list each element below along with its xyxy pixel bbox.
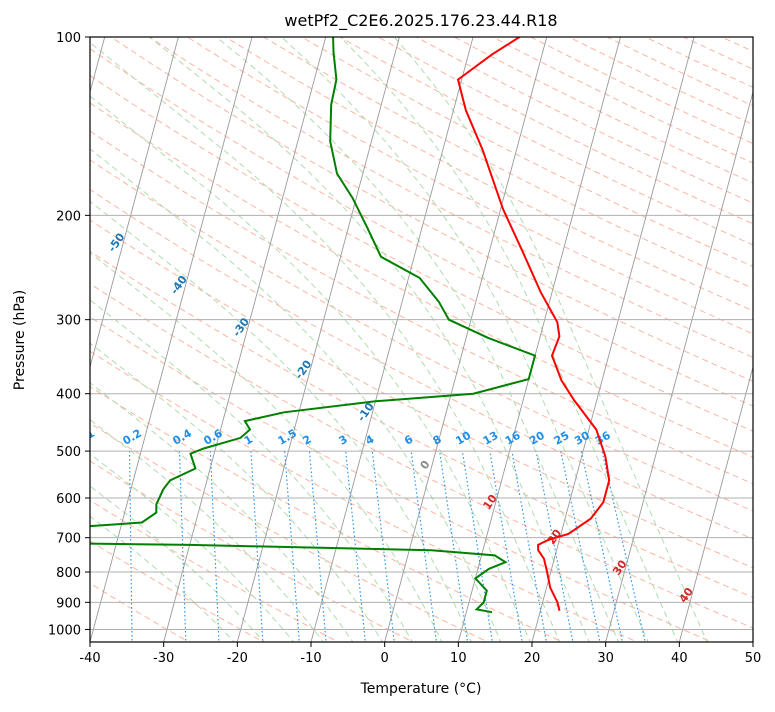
x-tick-label: 0: [381, 651, 389, 666]
y-tick-label: 800: [56, 566, 81, 581]
y-tick-label: 600: [56, 492, 81, 507]
y-tick-label: 1000: [48, 623, 81, 638]
x-tick-label: 10: [450, 651, 467, 666]
x-tick-label: 30: [597, 651, 614, 666]
y-tick-label: 900: [56, 596, 81, 611]
x-tick-label: -30: [153, 651, 174, 666]
y-tick-label: 500: [56, 445, 81, 460]
y-axis-label: Pressure (hPa): [12, 290, 28, 390]
y-tick-label: 200: [56, 209, 81, 224]
y-tick-label: 700: [56, 532, 81, 547]
x-axis-label: Temperature (°C): [360, 681, 482, 697]
x-tick-label: 40: [671, 651, 688, 666]
x-tick-label: 20: [524, 651, 541, 666]
y-tick-label: 300: [56, 314, 81, 329]
x-tick-label: -10: [300, 651, 321, 666]
x-tick-label: -20: [227, 651, 248, 666]
x-tick-label: 50: [745, 651, 762, 666]
y-tick-label: 100: [56, 31, 81, 46]
x-tick-label: -40: [79, 651, 100, 666]
y-tick-label: 400: [56, 388, 81, 403]
chart-title: wetPf2_C2E6.2025.176.23.44.R18: [284, 11, 557, 31]
